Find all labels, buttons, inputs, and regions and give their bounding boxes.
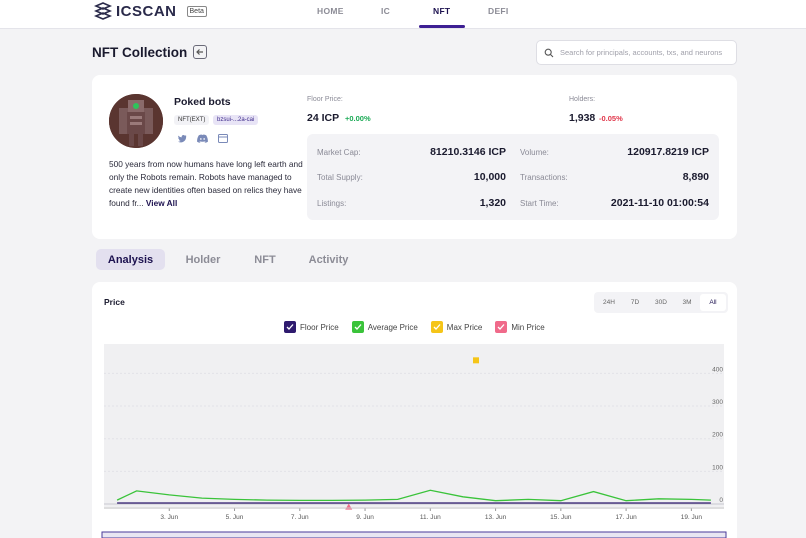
twitter-icon[interactable]	[178, 134, 187, 143]
y-tick-label: 200	[712, 432, 723, 439]
range-selector: 24H 7D 30D 3M All	[594, 292, 728, 313]
listings-value: 1,320	[479, 197, 506, 209]
tab-activity[interactable]: Activity	[308, 253, 349, 266]
beta-badge: Beta	[186, 5, 207, 17]
search-bar[interactable]	[536, 40, 737, 65]
discord-icon[interactable]	[197, 134, 208, 143]
plot-area	[104, 344, 724, 509]
navigator-scrollbar[interactable]	[101, 531, 727, 538]
market-cap-value: 81210.3146 ICP	[430, 146, 506, 158]
icscan-logo-icon	[94, 2, 112, 20]
collection-description: 500 years from now humans have long left…	[109, 158, 309, 210]
total-supply-label: Total Supply:	[317, 173, 363, 182]
x-tick-label: 13. Jun	[485, 514, 507, 521]
logo[interactable]: ICSCAN Beta	[94, 2, 207, 20]
back-button[interactable]	[193, 45, 207, 59]
legend-min-price[interactable]: Min Price	[495, 321, 545, 333]
legend-label: Average Price	[367, 322, 418, 332]
volume-label: Volume:	[520, 148, 549, 157]
checkbox-checked-icon	[495, 321, 508, 333]
total-supply-value: 10,000	[473, 171, 506, 183]
chart-title: Price	[104, 297, 125, 307]
holders-change: -0.05%	[599, 114, 623, 123]
x-tick-label: 11. Jun	[420, 514, 441, 521]
y-tick-label: 100	[712, 464, 723, 471]
transactions-label: Transactions:	[520, 173, 568, 182]
start-time-label: Start Time:	[520, 199, 559, 208]
market-cap-label: Market Cap:	[317, 148, 361, 157]
max-price-point[interactable]	[473, 357, 479, 364]
active-tab-indicator	[419, 25, 465, 28]
stats-panel: Market Cap: 81210.3146 ICP Total Supply:…	[307, 134, 719, 220]
legend-label: Min Price	[511, 322, 545, 332]
holders-value: 1,938	[569, 112, 596, 124]
description-text: 500 years from now humans have long left…	[109, 159, 303, 208]
range-3m[interactable]: 3M	[682, 299, 692, 306]
floor-price-change: +0.00%	[345, 114, 371, 123]
legend-label: Max Price	[446, 322, 483, 332]
range-all[interactable]: All	[700, 294, 726, 311]
checkbox-checked-icon	[351, 321, 364, 333]
logo-text: ICSCAN	[116, 2, 177, 20]
chart-legend: Floor Price Average Price Max Price Min …	[284, 321, 545, 333]
y-tick-label: 300	[712, 399, 723, 406]
x-tick-label: 15. Jun	[550, 514, 572, 521]
tab-nft[interactable]: NFT	[254, 253, 276, 266]
view-all-link[interactable]: View All	[145, 198, 178, 208]
standard-badge: NFT(EXT)	[174, 115, 210, 125]
average-price-line	[116, 489, 711, 502]
price-chart[interactable]: 0 100 200 300 400 3. Jun 5. Jun 7. Jun 9. Jun 11…	[92, 282, 737, 538]
y-tick-label: 400	[712, 366, 723, 373]
x-tick-label: 19. Jun	[681, 514, 703, 521]
x-tick-label: 17. Jun	[615, 514, 637, 521]
nav-tab-home[interactable]: HOME	[317, 6, 344, 16]
holders-label: Holders:	[569, 96, 596, 103]
legend-average-price[interactable]: Average Price	[351, 321, 418, 333]
range-30d[interactable]: 30D	[655, 299, 667, 306]
checkbox-checked-icon	[430, 321, 443, 333]
website-icon[interactable]	[218, 134, 228, 143]
tab-analysis[interactable]: Analysis	[96, 249, 165, 270]
x-tick-label: 5. Jun	[226, 514, 244, 521]
tab-holder[interactable]: Holder	[185, 253, 221, 266]
legend-floor-price[interactable]: Floor Price	[284, 321, 339, 333]
range-24h[interactable]: 24H	[603, 299, 615, 306]
floor-price-label: Floor Price:	[307, 96, 343, 103]
listings-label: Listings:	[317, 199, 347, 208]
x-tick-label: 9. Jun	[356, 514, 374, 521]
volume-value: 120917.8219 ICP	[627, 146, 709, 158]
transactions-value: 8,890	[682, 171, 709, 183]
social-links	[178, 134, 228, 143]
collection-avatar	[109, 94, 163, 148]
page-title: NFT Collection	[92, 45, 188, 60]
nav-tab-nft[interactable]: NFT	[433, 6, 451, 16]
x-tick-label: 3. Jun	[160, 514, 178, 521]
legend-max-price[interactable]: Max Price	[430, 321, 483, 333]
nav-tab-ic[interactable]: IC	[381, 6, 391, 16]
y-tick-label: 0	[719, 497, 723, 504]
search-icon	[544, 48, 554, 57]
legend-label: Floor Price	[300, 322, 339, 332]
robot-avatar-icon	[109, 94, 163, 148]
x-tick-label: 7. Jun	[291, 514, 309, 521]
collection-name: Poked bots	[174, 96, 231, 108]
search-input[interactable]	[560, 48, 735, 57]
nav-tab-defi[interactable]: DEFI	[488, 6, 509, 16]
price-chart-card: Price 24H 7D 30D 3M All Floor Price Aver…	[92, 282, 737, 538]
range-7d[interactable]: 7D	[630, 299, 640, 306]
floor-price-value: 24 ICP	[307, 112, 340, 124]
back-arrow-icon	[196, 49, 203, 55]
canister-id-badge[interactable]: bzsui-...2a-cai	[213, 115, 259, 125]
collection-card: Poked bots NFT(EXT) bzsui-...2a-cai 500 …	[92, 75, 737, 239]
top-nav: ICSCAN Beta HOME IC NFT DEFI	[0, 0, 806, 29]
start-time-value: 2021-11-10 01:00:54	[610, 197, 709, 209]
checkbox-checked-icon	[284, 321, 296, 333]
